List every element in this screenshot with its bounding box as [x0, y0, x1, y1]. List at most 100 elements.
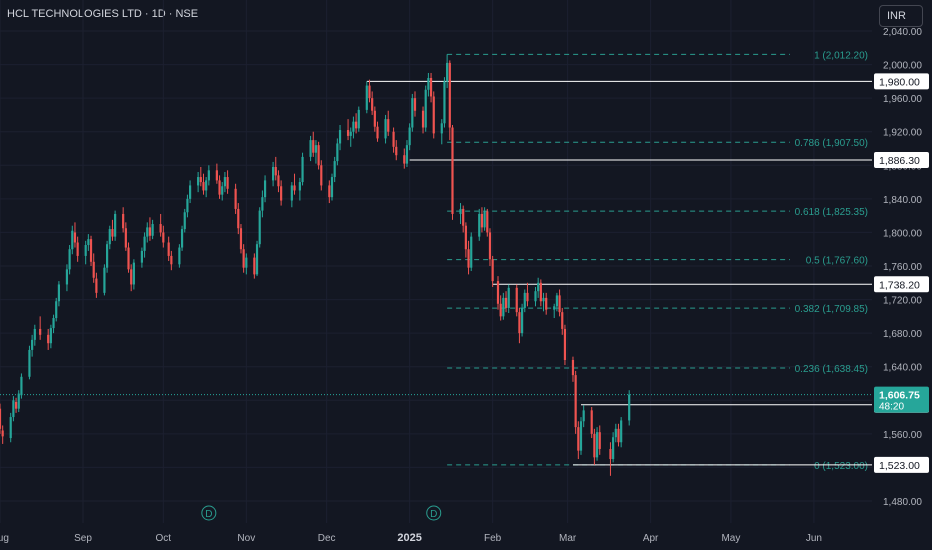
candle: [478, 208, 481, 241]
candle-body: [432, 96, 435, 134]
candle-body: [242, 249, 245, 268]
candle: [432, 91, 435, 139]
candle: [1, 425, 4, 444]
candle: [537, 277, 540, 298]
candle: [545, 292, 548, 315]
price-label: 1,886.30: [879, 155, 920, 167]
candle: [280, 180, 283, 206]
candle: [553, 303, 556, 319]
candle: [245, 253, 248, 275]
candle: [12, 396, 15, 422]
candle-body: [392, 131, 395, 147]
candle-body: [427, 78, 430, 90]
candle-body: [114, 213, 117, 237]
dividend-marker: [426, 505, 442, 521]
price-axis-tick-label: 1,560.00: [883, 430, 922, 441]
candle-body: [483, 211, 486, 228]
candle: [467, 240, 470, 275]
candle: [595, 427, 599, 461]
candle: [405, 140, 409, 167]
candle-body: [448, 62, 451, 128]
candle-body: [574, 375, 577, 428]
fib-level-label: 0.5 (1,767.60): [806, 256, 868, 267]
candle: [31, 334, 34, 357]
candle: [526, 282, 529, 307]
candle: [28, 345, 31, 380]
candle: [242, 244, 245, 273]
candle-body: [178, 247, 181, 265]
candle: [255, 240, 259, 277]
candle: [612, 432, 615, 463]
candle: [114, 210, 117, 241]
candle: [89, 235, 93, 266]
candle: [504, 291, 508, 313]
candle-body: [122, 213, 125, 229]
price-axis[interactable]: 1,480.001,520.001,560.001,600.001,640.00…: [883, 27, 922, 508]
candle: [470, 232, 473, 272]
candle-body: [33, 328, 36, 340]
candle-body: [496, 281, 500, 304]
candle: [271, 161, 275, 187]
candle-body: [186, 198, 189, 213]
candle: [515, 284, 518, 317]
candle-body: [443, 81, 446, 124]
candle: [365, 81, 368, 114]
candle: [392, 127, 395, 153]
candle-body: [491, 259, 494, 282]
candle-body: [151, 224, 154, 236]
candle: [143, 232, 146, 258]
candle-body: [387, 119, 390, 132]
candle: [483, 207, 486, 231]
candle: [71, 225, 74, 255]
candle-body: [290, 185, 293, 201]
candle: [49, 324, 52, 349]
candle-body: [614, 428, 617, 438]
price-label: 1,980.00: [879, 76, 920, 88]
candle: [443, 77, 446, 128]
time-axis-label: Sep: [74, 533, 92, 544]
candle: [582, 405, 585, 428]
candle: [221, 182, 224, 201]
candle-body: [205, 180, 208, 191]
candle: [159, 213, 162, 237]
candle-body: [598, 432, 601, 449]
candle: [561, 307, 564, 335]
candle: [132, 259, 135, 290]
candle: [68, 245, 71, 275]
candle-body: [28, 349, 31, 377]
candle: [590, 407, 593, 439]
candle: [448, 60, 451, 141]
candle: [593, 428, 596, 465]
time-axis-label: Aug: [0, 533, 9, 544]
candle-body: [571, 360, 575, 376]
candle: [20, 373, 23, 399]
candle-body: [1, 430, 4, 437]
candle-body: [111, 229, 114, 237]
candle: [539, 279, 542, 307]
price-label-box: [874, 276, 929, 293]
candle-body: [301, 156, 304, 183]
price-axis-tick-label: 1,720.00: [883, 296, 922, 307]
candle-body: [553, 306, 556, 310]
candle-body: [357, 109, 360, 129]
fibonacci-retracement[interactable]: 1 (2,012.20) 0.786 (1,907.50) 0.618 (1,825…: [447, 50, 868, 472]
price-axis-tick-label: 1,960.00: [883, 94, 922, 105]
candle: [87, 234, 90, 251]
currency-button[interactable]: INR: [879, 5, 923, 27]
candle: [408, 123, 411, 151]
candle-body: [459, 208, 462, 214]
candle-body: [148, 227, 152, 236]
candle: [111, 219, 114, 241]
candle: [320, 160, 323, 191]
time-axis[interactable]: Aug Sep Oct Nov Dec 2025 Feb Mar Apr May Jun: [0, 532, 822, 544]
candle-body: [446, 62, 449, 82]
time-axis-label: Feb: [484, 533, 502, 544]
candle: [76, 236, 79, 262]
fib-level-label: 0.618 (1,825.35): [795, 207, 868, 218]
candle: [186, 194, 189, 218]
candle: [39, 316, 42, 340]
candle-body: [143, 236, 146, 251]
candle-body: [534, 291, 537, 302]
